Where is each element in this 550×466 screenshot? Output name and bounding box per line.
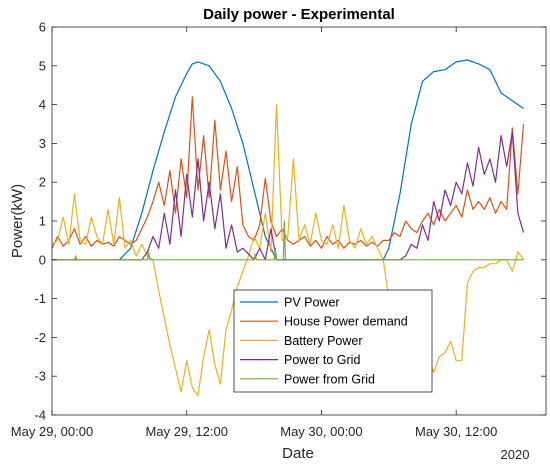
x-tick-label: May 30, 00:00 <box>280 424 362 439</box>
y-tick-label: -1 <box>34 291 46 306</box>
x-tick-label: May 29, 00:00 <box>11 424 93 439</box>
x-axis-label: Date <box>282 445 314 462</box>
y-tick-label: 1 <box>39 214 46 229</box>
series-line-house-power-demand <box>52 96 525 249</box>
y-tick-label: 5 <box>39 58 46 73</box>
y-axis-label: Power(kW) <box>9 184 26 258</box>
series-layer <box>52 59 525 397</box>
legend: PV Power House Power demand Battery Power P… <box>233 289 433 393</box>
series-line-power-to-grid <box>52 131 525 261</box>
legend-label-power-from-grid: Power from Grid <box>284 372 375 386</box>
y-tick-label: 6 <box>39 20 46 35</box>
legend-label-house-power-demand: House Power demand <box>284 315 408 329</box>
y-tick-label: -2 <box>34 330 46 345</box>
legend-label-power-to-grid: Power to Grid <box>284 353 360 367</box>
y-tick-label: -3 <box>34 369 46 384</box>
x-tick-label: May 29, 12:00 <box>146 424 228 439</box>
series-line-battery-power <box>52 103 524 397</box>
y-tick-label: 2 <box>39 175 46 190</box>
legend-label-pv-power: PV Power <box>284 296 340 310</box>
x-axis-secondary-label: 2020 <box>501 447 530 462</box>
y-tick-label: 4 <box>39 97 46 112</box>
y-tick-label: 3 <box>39 136 46 151</box>
x-tick-label: May 30, 12:00 <box>415 424 497 439</box>
legend-label-battery-power: Battery Power <box>284 334 363 348</box>
chart-title: Daily power - Experimental <box>203 6 395 23</box>
y-tick-label: 0 <box>39 252 46 267</box>
y-tick-label: -4 <box>34 408 46 423</box>
axes-layer: -4 -3 -2 -1 0 1 2 3 4 5 6 May 29, 00:00 May 29, 12:0… <box>11 20 547 439</box>
series-line-power-from-grid <box>52 220 524 261</box>
